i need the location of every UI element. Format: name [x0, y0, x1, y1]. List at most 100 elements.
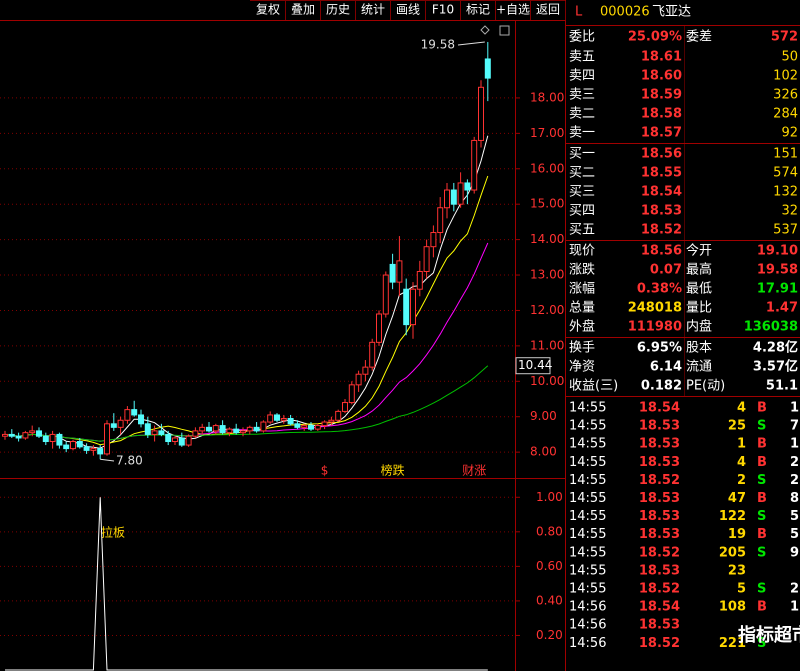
- quote-cell: 19.58: [757, 263, 798, 278]
- cursor-price-label: 10.44: [518, 358, 552, 372]
- quote-cell: 0.07: [650, 263, 682, 278]
- trade-cell: 14:55: [569, 473, 606, 488]
- trade-cell: 8: [790, 491, 799, 506]
- trade-cell: 18.52: [639, 636, 680, 651]
- toolbar-button[interactable]: 叠加: [291, 3, 315, 17]
- quote-cell: 18.56: [641, 244, 682, 259]
- trade-cell: 18.53: [639, 618, 680, 633]
- high-pointer: [457, 41, 485, 46]
- candle-body: [287, 417, 294, 425]
- low-label: 7.80: [116, 454, 143, 468]
- y-tick-label: 0.20: [536, 628, 563, 642]
- quote-cell: 25.09%: [628, 30, 682, 45]
- y-tick-label: 1.00: [536, 490, 563, 504]
- trade-cell: B: [757, 491, 767, 506]
- candle-body: [348, 384, 355, 404]
- trade-cell: 4: [737, 455, 746, 470]
- y-tick-label: 17.00: [530, 126, 564, 140]
- trade-cell: 18.53: [639, 563, 680, 578]
- quote-cell: 卖五: [569, 50, 595, 65]
- quote-cell: 19.10: [757, 244, 798, 259]
- candle-body: [376, 313, 382, 343]
- quote-cell: 净资: [569, 360, 595, 375]
- toolbar-button[interactable]: F10: [432, 3, 454, 17]
- quote-cell: 32: [781, 204, 798, 219]
- candle-body: [478, 86, 484, 141]
- trade-cell: 2: [737, 473, 746, 488]
- quote-cell: 收益(三): [569, 379, 618, 394]
- candle-body: [389, 263, 396, 283]
- candle-body: [104, 423, 110, 455]
- candle-body: [444, 189, 450, 209]
- candle-body: [219, 425, 226, 434]
- candle-body: [185, 435, 192, 446]
- toolbar-button[interactable]: 标记: [466, 3, 490, 17]
- toolbar-button[interactable]: +自选: [496, 3, 530, 17]
- candle-body: [131, 409, 138, 416]
- quote-cell: 0.182: [641, 379, 682, 394]
- candle-body: [36, 430, 42, 437]
- quote-cell: 18.54: [641, 185, 682, 200]
- candle-body: [172, 437, 178, 443]
- toolbar-button[interactable]: 返回: [536, 3, 560, 17]
- toolbar-button[interactable]: 统计: [361, 3, 385, 17]
- candle-body: [321, 421, 328, 427]
- candle-body: [76, 441, 83, 448]
- header-code: 000026: [600, 5, 650, 20]
- cursor-price-box: [515, 357, 551, 375]
- quote-cell: 1.47: [766, 301, 798, 316]
- trade-cell: 18.53: [639, 509, 680, 524]
- candle-body: [117, 419, 124, 428]
- candle-body: [464, 182, 471, 191]
- quote-cell: 18.60: [641, 69, 682, 84]
- trade-cell: 47: [728, 491, 746, 506]
- quote-cell: 卖三: [569, 88, 595, 103]
- quote-cell: 0.38%: [637, 282, 682, 297]
- trade-cell: 18.52: [639, 545, 680, 560]
- candle-body: [206, 426, 212, 432]
- y-tick-label: 16.00: [530, 161, 564, 175]
- quote-cell: 买二: [569, 166, 595, 181]
- indicator-line: [5, 497, 488, 671]
- quote-cell: 买五: [569, 223, 595, 238]
- trade-cell: S: [757, 509, 766, 524]
- top-icons: [480, 25, 510, 36]
- signal-label: 财涨: [462, 463, 486, 478]
- trade-cell: 5: [737, 582, 746, 597]
- candle-body: [151, 430, 158, 435]
- trade-cell: 14:55: [569, 491, 606, 506]
- quote-cell: 537: [773, 223, 798, 238]
- quote-cell: 151: [773, 147, 798, 162]
- quote-cell: 流通: [686, 360, 712, 375]
- y-tick-label: 13.00: [530, 268, 564, 282]
- candle-body: [192, 430, 199, 437]
- candle-body: [328, 419, 335, 423]
- quote-cell: 248018: [628, 301, 682, 316]
- candle-body: [83, 446, 90, 451]
- quote-cell: 今开: [686, 243, 712, 259]
- quote-cell: 18.61: [641, 50, 682, 65]
- candle-body: [144, 423, 151, 435]
- quote-cell: 买四: [569, 204, 595, 219]
- toolbar-button[interactable]: 历史: [326, 3, 350, 17]
- trade-cell: 14:55: [569, 582, 606, 597]
- quote-cell: 最低: [686, 282, 712, 297]
- candle-body: [165, 433, 172, 443]
- candle-body: [294, 423, 301, 428]
- trade-cell: 14:55: [569, 563, 606, 578]
- trade-cell: 2: [790, 473, 799, 488]
- trade-cell: 14:55: [569, 437, 606, 452]
- quote-cell: 572: [771, 30, 798, 45]
- candle-body: [8, 433, 15, 437]
- trade-cell: 1: [790, 401, 799, 416]
- toolbar-button[interactable]: 复权: [256, 3, 280, 17]
- trade-cell: 7: [790, 419, 799, 434]
- trade-cell: 14:55: [569, 509, 606, 524]
- quote-cell: 外盘: [569, 319, 595, 335]
- toolbar-button[interactable]: 画线: [396, 3, 420, 17]
- quote-cell: 92: [781, 126, 798, 141]
- quote-cell: 换手: [569, 341, 595, 356]
- y-tick-label: 8.00: [530, 445, 557, 459]
- trade-cell: B: [757, 600, 767, 615]
